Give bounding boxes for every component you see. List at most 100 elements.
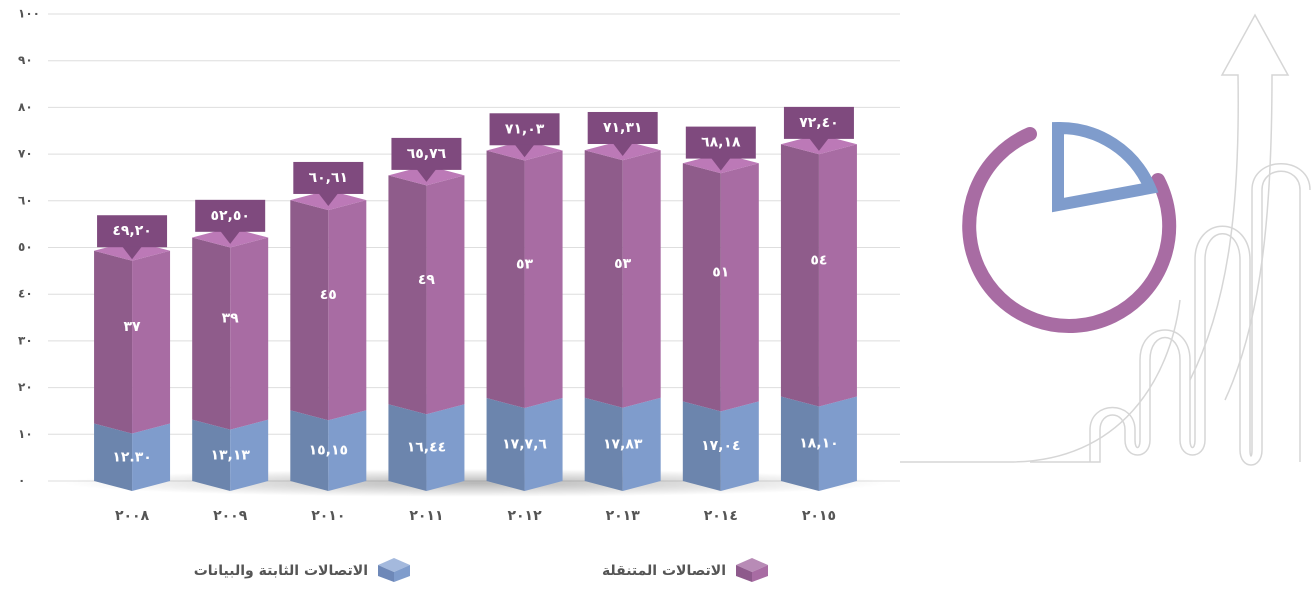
value-label: ١٣,١٣ bbox=[210, 447, 250, 463]
callout-pointer bbox=[318, 192, 339, 206]
value-label: ١٢.٣٠ bbox=[112, 449, 152, 465]
bar-face bbox=[426, 175, 465, 415]
total-callout bbox=[195, 199, 266, 244]
bar-face bbox=[230, 237, 269, 430]
total-label: ٥٢,٥٠ bbox=[210, 208, 250, 224]
legend-swatch bbox=[736, 558, 768, 582]
bar-face bbox=[388, 404, 427, 491]
total-label: ٧١,٠٣ bbox=[505, 121, 545, 137]
total-label: ٧٢,٤٠ bbox=[799, 115, 839, 131]
total-callout bbox=[97, 215, 168, 260]
x-tick-label: ٢٠١٢ bbox=[507, 508, 542, 524]
bar-face bbox=[388, 175, 427, 415]
bar-face bbox=[584, 397, 623, 491]
bar-face bbox=[290, 200, 329, 421]
bar bbox=[486, 140, 563, 409]
value-label: ١٧,٧,٦ bbox=[502, 437, 547, 453]
value-label: ١٥,١٥ bbox=[309, 443, 349, 459]
bar bbox=[682, 391, 759, 491]
callout-pointer bbox=[514, 144, 535, 158]
y-tick-label: ٠ bbox=[18, 474, 25, 488]
bar-face bbox=[328, 410, 367, 491]
total-label: ٧١,٣١ bbox=[603, 120, 643, 136]
bar bbox=[192, 227, 269, 430]
bar-face bbox=[780, 396, 819, 491]
total-label: ٤٩,٢٠ bbox=[112, 223, 152, 239]
value-label: ٤٩ bbox=[418, 272, 436, 288]
y-tick-label: ٢٠ bbox=[18, 380, 33, 394]
x-tick-label: ٢٠٠٨ bbox=[115, 508, 150, 524]
bar-face bbox=[584, 150, 623, 408]
bar-face bbox=[524, 398, 563, 491]
callout-pointer bbox=[122, 246, 143, 260]
x-tick-label: ٢٠٠٩ bbox=[213, 508, 248, 524]
bar-face bbox=[720, 163, 759, 412]
total-callout bbox=[293, 161, 364, 206]
callout-box bbox=[293, 161, 364, 194]
y-tick-label: ٧٠ bbox=[18, 147, 33, 161]
callout-pointer bbox=[416, 168, 437, 182]
value-label: ٥١ bbox=[712, 264, 729, 280]
value-label: ٣٩ bbox=[222, 311, 240, 327]
bar-face bbox=[818, 396, 857, 491]
bar-face bbox=[192, 237, 231, 430]
y-tick-label: ٥٠ bbox=[18, 240, 33, 254]
bar-face bbox=[780, 144, 819, 407]
value-label: ٥٣ bbox=[614, 256, 632, 272]
total-callout bbox=[587, 111, 658, 156]
y-tick-label: ٦٠ bbox=[18, 193, 33, 207]
value-label: ١٧,٠٤ bbox=[701, 438, 741, 454]
total-callout bbox=[489, 113, 560, 158]
callout-box bbox=[783, 106, 854, 139]
bar-face bbox=[328, 200, 367, 421]
value-label: ١٦,٤٤ bbox=[407, 440, 447, 456]
x-tick-label: ٢٠١٠ bbox=[311, 508, 345, 524]
total-callout bbox=[685, 126, 756, 171]
x-tick-label: ٢٠١١ bbox=[409, 508, 443, 524]
legend-label: الاتصالات الثابتة والبيانات bbox=[194, 563, 368, 579]
bar-face bbox=[192, 419, 231, 491]
y-tick-label: ٣٠ bbox=[18, 333, 33, 347]
pie-icon bbox=[962, 121, 1177, 333]
y-tick-label: ٩٠ bbox=[18, 53, 33, 67]
bar-face bbox=[622, 397, 661, 491]
bar-face bbox=[682, 163, 721, 412]
legend-swatch bbox=[378, 558, 410, 582]
y-tick-label: ٤٠ bbox=[18, 287, 33, 301]
value-label: ١٧,٨٣ bbox=[603, 436, 643, 452]
bar-face bbox=[94, 250, 133, 434]
value-label: ٥٤ bbox=[810, 252, 827, 268]
shadow bbox=[63, 469, 888, 497]
bar-face bbox=[290, 410, 329, 491]
x-tick-label: ٢٠١٥ bbox=[802, 508, 836, 524]
callout-pointer bbox=[612, 142, 633, 156]
total-callout bbox=[783, 106, 854, 151]
value-label: ٥٣ bbox=[516, 256, 534, 272]
value-label: ١٨,١٠ bbox=[799, 436, 839, 452]
callout-pointer bbox=[220, 230, 241, 244]
bar-face bbox=[720, 401, 759, 491]
bar bbox=[584, 140, 661, 408]
bar bbox=[682, 153, 759, 412]
y-tick-label: ٨٠ bbox=[18, 100, 33, 114]
callout-pointer bbox=[808, 137, 829, 151]
bar-face bbox=[818, 144, 857, 407]
decoration bbox=[900, 13, 1311, 466]
bar-face bbox=[486, 398, 525, 491]
callout-box bbox=[195, 199, 266, 232]
x-tick-label: ٢٠١٣ bbox=[606, 508, 641, 524]
y-tick-label: ١٠٠ bbox=[18, 7, 40, 21]
total-label: ٦٠,٦١ bbox=[309, 170, 349, 186]
x-tick-label: ٢٠١٤ bbox=[704, 508, 738, 524]
bar-face bbox=[132, 250, 171, 434]
bar bbox=[780, 134, 857, 407]
bar-face bbox=[622, 150, 661, 408]
value-label: ٤٥ bbox=[320, 287, 337, 303]
callout-pointer bbox=[710, 157, 731, 171]
callout-box bbox=[685, 126, 756, 159]
bar-face bbox=[94, 423, 133, 491]
bar-face bbox=[524, 150, 563, 409]
total-label: ٦٥,٧٦ bbox=[407, 146, 447, 162]
bar bbox=[94, 240, 171, 434]
